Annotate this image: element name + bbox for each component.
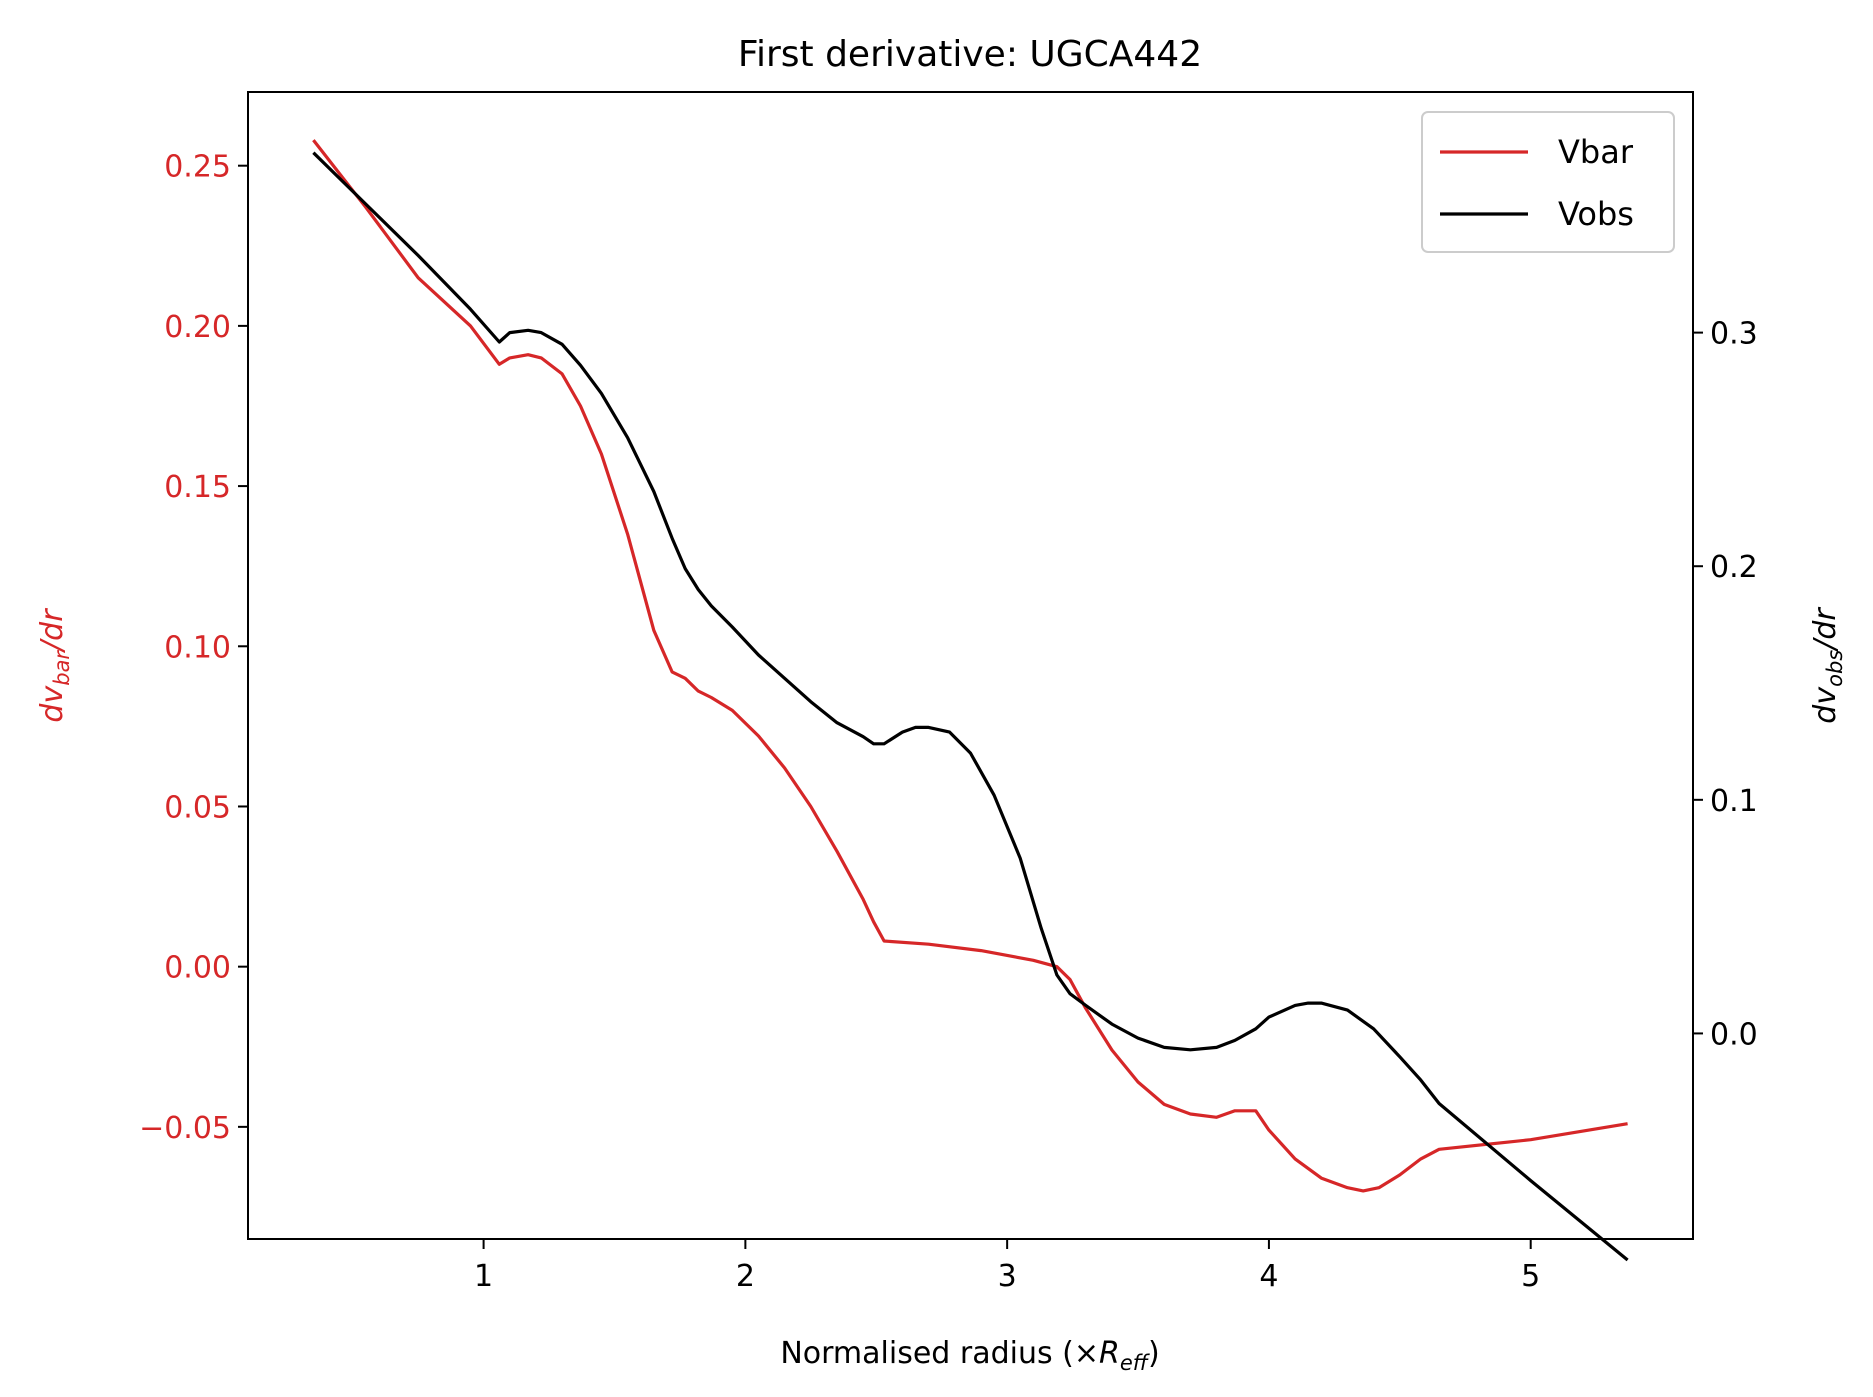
left-y-tick-label: 0.20 (164, 310, 231, 345)
right-y-tick-label: 0.1 (1710, 784, 1758, 819)
x-tick-label: 3 (998, 1259, 1017, 1294)
left-y-axis-label-sub: bar (50, 650, 74, 686)
legend: Vbar Vobs (1421, 111, 1675, 253)
right-y-tick-label: 0.3 (1710, 317, 1758, 352)
legend-vbar-label: Vbar (1558, 133, 1634, 171)
x-axis-label-suffix: ) (1148, 1336, 1160, 1371)
left-y-tick-label: 0.15 (164, 470, 231, 505)
chart-title: First derivative: UGCA442 (738, 34, 1202, 75)
x-tick-label: 2 (736, 1259, 755, 1294)
x-axis-label-var: R (1099, 1336, 1120, 1371)
left-y-tick-label: −0.05 (139, 1111, 231, 1146)
left-y-tick-label: 0.25 (164, 150, 231, 185)
x-axis-ticks: 1 2 3 4 5 (474, 1239, 1540, 1294)
x-tick-label: 4 (1259, 1259, 1278, 1294)
x-tick-label: 1 (474, 1259, 493, 1294)
left-y-axis-label: dvbar/dr (35, 608, 74, 723)
x-axis-label-sub: eff (1120, 1351, 1151, 1375)
x-axis-label: Normalised radius (×Reff) (780, 1336, 1159, 1375)
axes-frame (247, 91, 1694, 1240)
legend-vobs-label: Vobs (1558, 195, 1634, 233)
right-y-axis-ticks: 0.3 0.2 0.1 0.0 (1693, 317, 1758, 1052)
right-y-axis-label-sub: obs (1823, 650, 1847, 687)
left-y-tick-label: 0.05 (164, 790, 231, 825)
vbar-series-line (312, 139, 1628, 1193)
left-y-tick-label: 0.00 (164, 951, 231, 986)
legend-frame (1421, 111, 1675, 253)
right-y-axis-label: dvobs/dr (1808, 607, 1847, 724)
right-y-axis-label-suffix: /dr (1808, 607, 1843, 653)
right-y-axis-label-var: dv (1808, 686, 1843, 724)
x-tick-label: 5 (1521, 1259, 1540, 1294)
left-y-axis-label-suffix: /dr (35, 608, 70, 654)
x-axis-label-prefix: Normalised radius (× (780, 1336, 1099, 1371)
left-y-axis-ticks: 0.25 0.20 0.15 0.10 0.05 0.00 −0.05 (139, 150, 248, 1146)
left-y-axis-label-var: dv (35, 685, 70, 723)
right-y-tick-label: 0.0 (1710, 1017, 1758, 1052)
vobs-series-line (312, 151, 1629, 1262)
plot-area (247, 91, 1694, 1262)
right-y-tick-label: 0.2 (1710, 550, 1758, 585)
left-y-tick-label: 0.10 (164, 630, 231, 665)
